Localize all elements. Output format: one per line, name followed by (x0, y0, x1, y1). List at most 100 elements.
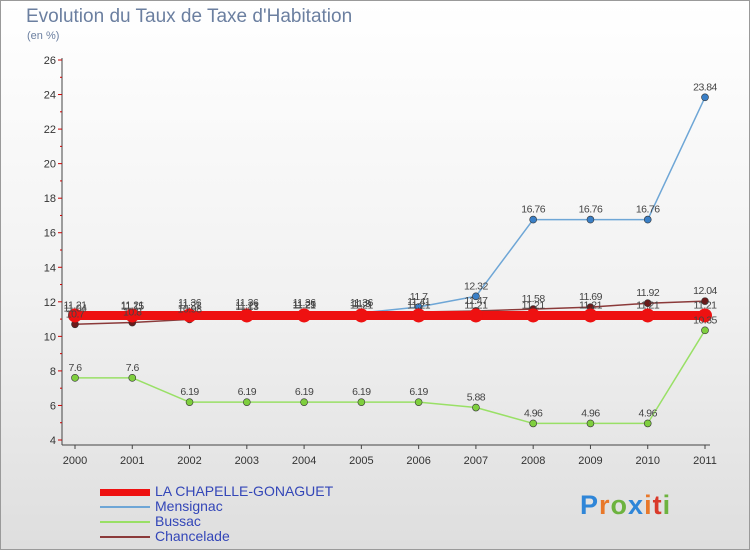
legend-label: LA CHAPELLE-GONAGUET (155, 483, 334, 499)
data-point-2 (529, 419, 537, 428)
data-point-2 (71, 374, 79, 382)
data-point-3 (701, 297, 709, 305)
data-label: 6.19 (238, 386, 257, 398)
data-label: 11.21 (579, 299, 603, 311)
data-point-1 (472, 292, 480, 301)
y-tick-label: 22 (44, 124, 56, 136)
data-point-0 (526, 308, 541, 323)
data-point-0 (468, 308, 483, 323)
data-label: 11.41 (407, 296, 431, 308)
data-point-1 (586, 215, 595, 224)
data-point-0 (182, 308, 197, 323)
x-tick-label: 2006 (406, 455, 430, 467)
data-label: 11.36 (293, 297, 317, 309)
y-tick-label: 14 (44, 262, 56, 274)
legend-item: Bussac (100, 514, 420, 529)
x-tick-label: 2005 (349, 455, 373, 467)
data-label: 12.32 (464, 280, 488, 292)
brand-letter: i (662, 490, 672, 520)
legend-label: Chancelade (155, 528, 230, 544)
x-tick-label: 2009 (578, 455, 602, 467)
chart-subtitle: (en %) (27, 30, 60, 42)
brand-letter: o (610, 490, 629, 520)
data-label: 11.25 (293, 299, 317, 311)
y-tick-label: 18 (44, 193, 56, 205)
chart-title: Evolution du Taux de Taxe d'Habitation (26, 6, 353, 27)
brand-letter: P (580, 490, 600, 520)
data-point-1 (643, 215, 652, 224)
data-label: 6.19 (295, 386, 314, 398)
data-point-1 (529, 215, 537, 224)
y-tick-label: 20 (44, 159, 56, 171)
data-point-2 (414, 398, 423, 406)
data-label: 6.19 (180, 386, 199, 398)
brand-letter: t (652, 490, 663, 520)
data-point-0 (583, 308, 598, 323)
legend-item: Mensignac (100, 499, 420, 514)
data-label: 7.6 (68, 362, 82, 374)
data-label: 11.21 (121, 299, 145, 311)
data-label: 16.76 (521, 204, 545, 216)
data-label: 11.21 (694, 299, 718, 311)
y-tick-label: 10 (44, 331, 56, 343)
data-label: 10.8 (123, 307, 142, 319)
data-label: 10.35 (693, 314, 717, 326)
data-label: 10.98 (178, 303, 202, 315)
y-tick-label: 26 (44, 55, 56, 67)
data-label: 4.96 (581, 407, 600, 419)
x-tick-label: 2003 (235, 455, 259, 467)
x-tick-label: 2010 (635, 455, 659, 467)
data-label: 11.21 (522, 299, 546, 311)
data-label: 11.21 (464, 299, 488, 311)
data-label: 11.7 (410, 291, 428, 303)
data-point-0 (68, 308, 82, 323)
x-tick-label: 2000 (63, 455, 87, 467)
series-line-2 (74, 329, 706, 425)
y-tick-label: 8 (50, 366, 56, 378)
data-label: 11.21 (636, 299, 660, 311)
data-label: 11.3 (353, 298, 371, 310)
legend-swatch (100, 488, 150, 496)
data-label: 6.19 (409, 386, 428, 398)
brand-letter: r (599, 490, 611, 520)
x-tick-label: 2011 (693, 455, 717, 467)
legend-swatch (100, 506, 150, 508)
data-point-0 (640, 308, 655, 323)
data-point-2 (185, 398, 194, 406)
data-label: 11.47 (464, 295, 488, 307)
data-label: 11.36 (235, 297, 259, 309)
brand-letter: x (628, 490, 645, 520)
x-tick-label: 2002 (177, 455, 201, 467)
data-label: 7.6 (126, 362, 140, 374)
legend-label: Mensignac (155, 498, 223, 514)
data-label: 16.76 (579, 204, 603, 216)
data-label: 11.58 (522, 293, 546, 305)
data-label: 11.21 (235, 299, 259, 311)
brand-letter: i (644, 490, 653, 520)
data-label: 6.19 (352, 386, 371, 398)
data-point-2 (701, 326, 709, 335)
data-point-2 (643, 419, 652, 428)
x-tick-label: 2001 (120, 455, 144, 467)
x-tick-label: 2004 (292, 455, 316, 467)
data-point-2 (243, 398, 251, 406)
data-point-0 (297, 308, 312, 323)
legend-item: LA CHAPELLE-GONAGUET (100, 484, 420, 499)
data-label: 11.21 (178, 299, 202, 311)
data-point-2 (357, 398, 366, 406)
data-point-2 (300, 398, 308, 406)
data-label: 11.36 (178, 297, 202, 309)
data-label: 11.04 (64, 302, 88, 314)
data-label: 11.36 (350, 297, 374, 309)
data-label: 11.15 (121, 301, 145, 313)
data-label: 12.04 (693, 285, 717, 297)
x-tick-label: 2008 (521, 455, 545, 467)
data-point-0 (125, 308, 140, 323)
data-point-2 (128, 374, 137, 382)
data-point-2 (586, 419, 595, 428)
data-point-0 (698, 308, 712, 323)
y-tick-label: 4 (50, 435, 56, 447)
data-label: 11.21 (293, 299, 317, 311)
